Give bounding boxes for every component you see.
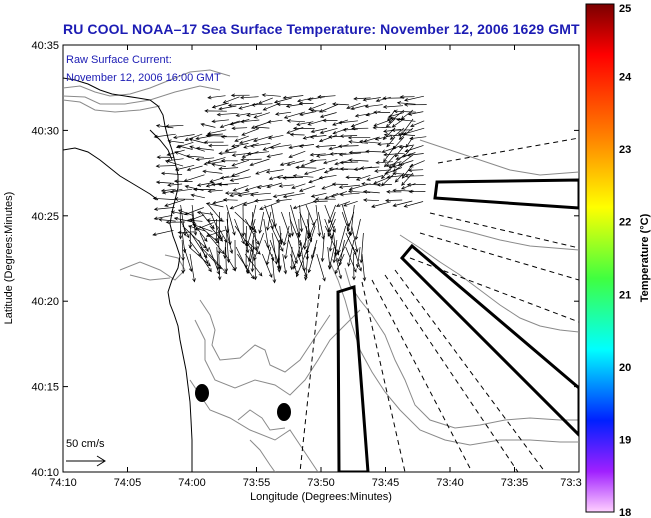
annotation-line-2: November 12, 2006 16:00 GMT xyxy=(66,72,221,84)
mooring-marker xyxy=(195,384,209,402)
y-tick-label: 40:15 xyxy=(31,382,59,394)
y-tick-label: 40:20 xyxy=(31,296,59,308)
colorbar-tick-label: 23 xyxy=(619,144,631,156)
x-axis-label: Longitude (Degrees:Minutes) xyxy=(250,491,392,503)
x-tick-label: 73:35 xyxy=(501,477,529,489)
y-tick-label: 40:10 xyxy=(31,467,59,479)
colorbar-label: Temperature (°C) xyxy=(639,213,651,302)
colorbar xyxy=(586,4,614,512)
x-tick-label: 73:3 xyxy=(560,477,581,489)
x-tick-label: 73:40 xyxy=(436,477,464,489)
colorbar-tick-label: 24 xyxy=(619,72,632,84)
x-tick-label: 73:50 xyxy=(307,477,335,489)
x-tick-label: 73:45 xyxy=(372,477,400,489)
y-tick-label: 40:25 xyxy=(31,211,59,223)
x-tick-label: 73:55 xyxy=(243,477,271,489)
mooring-marker xyxy=(277,403,291,421)
scale-label: 50 cm/s xyxy=(66,438,105,450)
y-axis-label: Latitude (Degrees:Minutes) xyxy=(3,192,15,325)
colorbar-tick-label: 25 xyxy=(619,3,631,15)
colorbar-ticks: 25 24 23 22 21 20 19 18 xyxy=(619,3,632,518)
colorbar-tick-label: 20 xyxy=(619,362,631,374)
x-tick-label: 74:00 xyxy=(178,477,206,489)
y-tick-label: 40:35 xyxy=(31,40,59,52)
colorbar-tick-label: 21 xyxy=(619,289,631,301)
map-figure: Raw Surface Current: November 12, 2006 1… xyxy=(0,0,651,518)
x-tick-label: 74:05 xyxy=(114,477,142,489)
colorbar-tick-label: 19 xyxy=(619,434,631,446)
annotation-line-1: Raw Surface Current: xyxy=(66,54,172,66)
colorbar-tick-label: 18 xyxy=(619,507,631,518)
y-tick-label: 40:30 xyxy=(31,125,59,137)
colorbar-tick-label: 22 xyxy=(619,217,631,229)
